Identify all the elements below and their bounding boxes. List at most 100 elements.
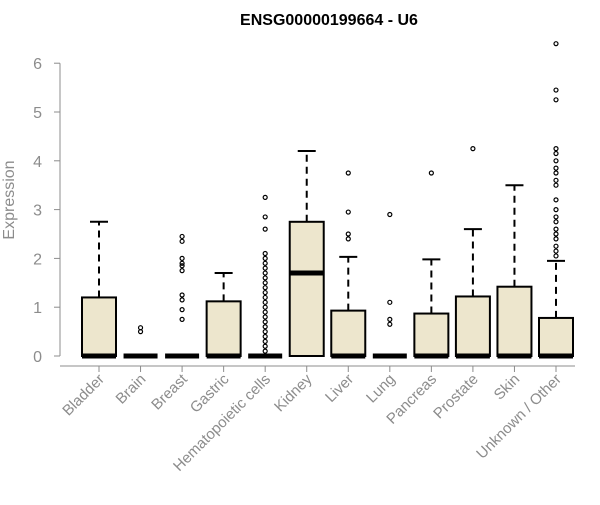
outlier-point [553,165,559,171]
outlier-point [553,207,559,213]
outlier-point [179,292,185,298]
box [330,309,367,357]
outlier-point [553,214,559,220]
outlier-point [179,260,185,266]
box-group [413,170,450,359]
x-tick-label: Skin [491,371,524,404]
outlier-point [262,194,268,200]
box [538,316,574,358]
y-tick-label: 2 [33,251,42,268]
box-group [81,220,117,359]
y-tick-label: 0 [33,349,42,366]
outlier-point [553,226,559,232]
outlier-point [553,219,559,225]
y-tick-label: 3 [33,203,42,220]
y-tick-label: 6 [33,56,42,73]
box-group [538,41,574,359]
outlier-point [179,316,185,322]
outlier-point [553,97,559,103]
box [413,312,450,358]
y-tick-label: 5 [33,105,42,122]
x-tick-label: Kidney [271,370,316,415]
chart-title: ENSG00000199664 - U6 [240,12,418,29]
outlier-point [262,226,268,232]
outlier-point [262,270,268,276]
box-series [81,41,574,359]
box [496,285,533,358]
outlier-point [387,299,393,305]
outlier-point [428,170,434,176]
outlier-point [345,209,351,215]
outlier-point [262,324,268,330]
outlier-point [553,253,559,259]
outlier-point [262,265,268,271]
box-group [372,211,407,359]
outlier-point [345,236,351,242]
y-axis-title: Expression [1,160,18,239]
box-group [288,150,325,357]
x-tick-label: Bladder [59,371,108,420]
outlier-point [262,280,268,286]
outlier-point [553,170,559,176]
outlier-point [553,41,559,47]
outlier-point [262,250,268,257]
outlier-point [345,170,351,176]
outlier-point [553,158,559,164]
outlier-point [553,87,559,93]
outlier-point [387,211,393,218]
outlier-point [553,177,559,183]
outlier-point [262,338,268,344]
outlier-point [179,307,185,313]
outlier-point [262,343,268,349]
outlier-point [262,255,268,261]
y-tick-label: 1 [33,300,42,317]
outlier-point [179,255,185,261]
outlier-point [137,325,144,331]
outlier-point [553,146,559,152]
outlier-point [262,289,268,296]
box [454,295,491,357]
outlier-point [262,329,268,335]
box-group [496,184,533,359]
outlier-point [262,314,268,320]
box [205,300,242,357]
box-group [248,194,283,359]
outlier-point [387,321,393,327]
outlier-point [179,297,185,303]
outlier-point [262,304,268,310]
outlier-point [262,294,268,301]
outlier-point [262,299,268,305]
outlier-point [470,146,476,152]
outlier-point [387,316,393,322]
outlier-point [262,285,268,291]
outlier-point [345,231,351,237]
x-tick-label: Brain [113,371,150,408]
outlier-point [553,243,559,249]
outlier-point [553,150,559,157]
y-tick-label: 4 [33,154,42,171]
box-group [205,272,242,359]
outlier-point [553,231,559,237]
box-group [454,146,491,359]
outlier-point [262,309,268,315]
outlier-point [262,275,268,281]
outlier-point [553,182,559,188]
outlier-point [553,236,559,242]
x-tick-label: Lung [363,371,399,407]
outlier-point [179,268,185,274]
outlier-point [179,263,185,269]
outlier-point [262,260,268,266]
box-group [123,325,158,359]
outlier-point [179,238,185,244]
outlier-point [553,197,559,203]
box [81,296,117,358]
outlier-point [262,333,268,340]
outlier-point [262,214,268,220]
outlier-point [262,348,268,354]
outlier-point [262,319,268,325]
outlier-point [553,248,559,254]
x-tick-label: Liver [322,371,357,406]
